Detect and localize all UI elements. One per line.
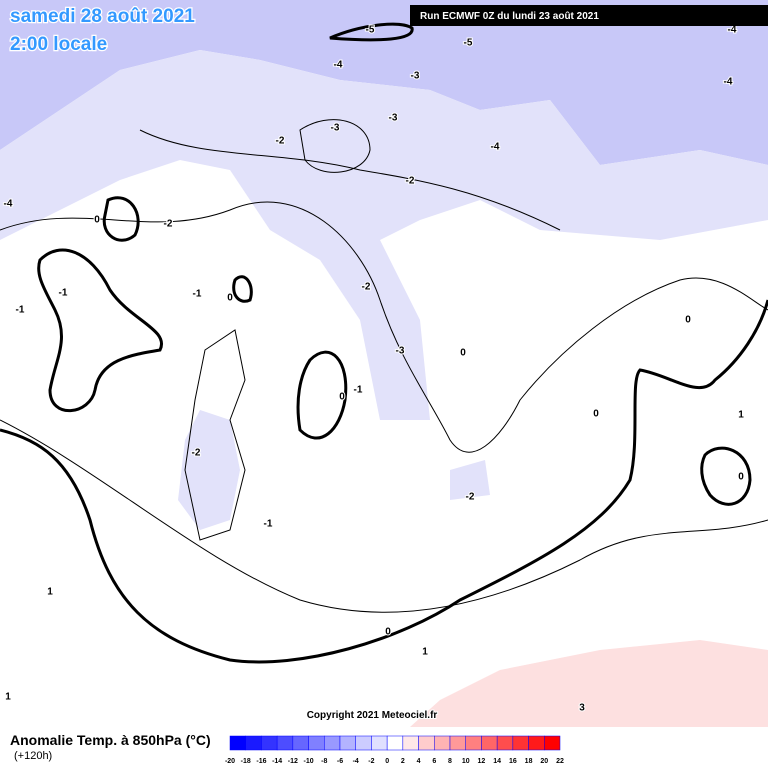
colorbar-label: 4 bbox=[417, 758, 421, 765]
contour-label: 0 bbox=[94, 215, 100, 226]
colorbar-label: -4 bbox=[353, 758, 359, 765]
colorbar-label: 14 bbox=[493, 758, 501, 765]
contour-label: -2 bbox=[164, 219, 173, 230]
contour-label: -5 bbox=[366, 25, 375, 36]
contour-label: 0 bbox=[685, 315, 691, 326]
contour-label: -5 bbox=[464, 38, 473, 49]
contour-label: -2 bbox=[192, 448, 201, 459]
colorbar-swatch bbox=[434, 735, 451, 751]
colorbar-label: -2 bbox=[368, 758, 374, 765]
colorbar-swatch bbox=[449, 735, 466, 751]
colorbar-swatch bbox=[276, 735, 294, 751]
contour-labels: -5 -5 -4 -4 -3 -4 -3 -3 -2 -4 -2 -4 0 -2 -1 -1 0 -2 -1 0 -3 0… bbox=[3, 24, 746, 715]
legend-title: Anomalie Temp. à 850hPa (°C) bbox=[10, 732, 211, 748]
colorbar-swatch bbox=[496, 735, 514, 751]
colorbar-swatch bbox=[292, 735, 309, 751]
colorbar-swatch bbox=[308, 735, 325, 751]
colorbar-swatch bbox=[371, 735, 388, 751]
colorbar-swatch bbox=[324, 735, 341, 751]
colorbar-swatch bbox=[339, 735, 356, 751]
contour-label: 0 bbox=[460, 348, 466, 359]
colorbar-label: -10 bbox=[304, 758, 314, 765]
anomaly-area bbox=[450, 460, 490, 500]
colorbar-swatch bbox=[512, 735, 529, 751]
colorbar-label: 6 bbox=[432, 758, 436, 765]
colorbar-swatch bbox=[261, 735, 278, 751]
contour-label: -4 bbox=[334, 60, 343, 71]
contour-label: -4 bbox=[724, 77, 733, 88]
contour-label: 0 bbox=[227, 293, 233, 304]
run-box bbox=[410, 5, 768, 26]
contour-label: -1 bbox=[193, 289, 202, 300]
colorbar-label: -8 bbox=[321, 758, 327, 765]
time-title: 2:00 locale bbox=[10, 34, 107, 55]
zero-contour bbox=[0, 22, 768, 664]
contour-label: -1 bbox=[59, 288, 68, 299]
run-info: Run ECMWF 0Z du lundi 23 août 2021 bbox=[420, 11, 599, 22]
colorbar: -20 -18 -16 -14 -12 -10 -8 -6 -4 -2 0 2 4 6 8 10 12 14 16 1… bbox=[225, 735, 564, 765]
colorbar-label: -14 bbox=[272, 758, 282, 765]
contour-label: -1 bbox=[16, 305, 25, 316]
contour-label: -3 bbox=[411, 71, 420, 82]
colorbar-label: 8 bbox=[448, 758, 452, 765]
colorbar-swatch bbox=[481, 735, 498, 751]
contour-label: -4 bbox=[728, 25, 737, 36]
contour-label: 0 bbox=[738, 472, 744, 483]
copyright: Copyright 2021 Meteociel.fr bbox=[307, 710, 438, 721]
colorbar-swatch bbox=[245, 735, 262, 751]
colorbar-label: 16 bbox=[509, 758, 517, 765]
contour-label: -2 bbox=[276, 136, 285, 147]
contour-label: 0 bbox=[339, 392, 345, 403]
date-title: samedi 28 août 2021 bbox=[10, 6, 195, 27]
colorbar-swatch bbox=[528, 735, 545, 751]
contour-label: 1 bbox=[5, 692, 11, 703]
contour-label: -4 bbox=[491, 142, 500, 153]
contour-label: -1 bbox=[264, 519, 273, 530]
anomaly-area bbox=[0, 50, 768, 420]
contour-label: 1 bbox=[47, 587, 53, 598]
colorbar-swatch bbox=[355, 735, 372, 751]
contour-label: 0 bbox=[593, 409, 599, 420]
anomaly-area bbox=[410, 640, 768, 727]
contour-label: -3 bbox=[396, 346, 405, 357]
coastlines bbox=[0, 119, 768, 613]
colorbar-label: 22 bbox=[556, 758, 564, 765]
contour-label: -4 bbox=[4, 199, 13, 210]
colorbar-label: 10 bbox=[462, 758, 470, 765]
colorbar-label: 12 bbox=[478, 758, 486, 765]
contour-label: -2 bbox=[362, 282, 371, 293]
colorbar-label: -6 bbox=[337, 758, 343, 765]
colorbar-swatch bbox=[229, 735, 246, 751]
contour-label: 1 bbox=[422, 647, 428, 658]
colorbar-label: 20 bbox=[540, 758, 548, 765]
legend-lead: (+120h) bbox=[14, 750, 52, 762]
colorbar-label: -20 bbox=[225, 758, 235, 765]
colorbar-label: -18 bbox=[241, 758, 251, 765]
colorbar-swatch bbox=[544, 735, 561, 751]
colorbar-label: 0 bbox=[385, 758, 389, 765]
contour-label: 1 bbox=[738, 410, 744, 421]
contour-label: -2 bbox=[466, 492, 475, 503]
colorbar-swatch bbox=[418, 735, 435, 751]
colorbar-swatch bbox=[386, 735, 404, 751]
contour-label: -3 bbox=[389, 113, 398, 124]
contour-label: -2 bbox=[406, 176, 415, 187]
colorbar-label: -12 bbox=[288, 758, 298, 765]
colorbar-label: 18 bbox=[525, 758, 533, 765]
colorbar-label: 2 bbox=[401, 758, 405, 765]
contour-label: -3 bbox=[331, 123, 340, 134]
anomaly-area bbox=[0, 0, 768, 165]
colorbar-label: -16 bbox=[256, 758, 266, 765]
colorbar-swatch bbox=[402, 735, 419, 751]
anomaly-area bbox=[178, 410, 240, 530]
contour-label: 3 bbox=[579, 703, 585, 714]
contour-label: -1 bbox=[354, 385, 363, 396]
colorbar-swatch bbox=[465, 735, 482, 751]
contour-label: 0 bbox=[385, 627, 391, 638]
